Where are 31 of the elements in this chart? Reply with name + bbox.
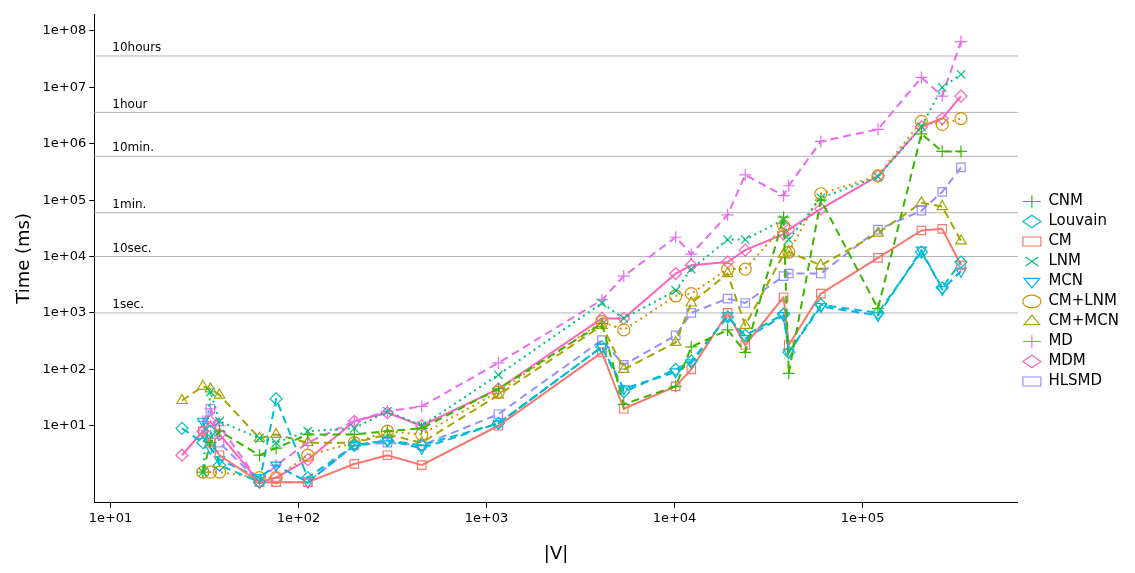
x-tick-label: 1e+03 xyxy=(464,509,509,525)
y-tick-label: 1e+08 xyxy=(42,22,87,38)
ref-line-label: 1min. xyxy=(112,196,147,211)
y-tick-label: 1e+07 xyxy=(42,78,87,94)
ref-line-label: 1hour xyxy=(112,96,148,111)
legend-label: CM xyxy=(1048,231,1072,250)
x-tick-label: 1e+04 xyxy=(652,509,697,525)
ref-line-label: 1sec. xyxy=(112,297,144,312)
y-axis-title: Time (ms) xyxy=(12,213,34,305)
legend-label: HLSMD xyxy=(1048,371,1103,390)
y-tick-label: 1e+06 xyxy=(42,135,87,151)
y-tick-label: 1e+04 xyxy=(42,247,87,263)
legend-label: Louvain xyxy=(1048,211,1107,230)
x-tick-label: 1e+01 xyxy=(88,509,133,525)
x-tick-label: 1e+05 xyxy=(840,509,885,525)
ref-line-label: 10sec. xyxy=(112,240,152,255)
legend-label: LNM xyxy=(1048,251,1081,270)
legend-label: CM+LNM xyxy=(1048,291,1117,310)
legend-label: CNM xyxy=(1048,191,1084,210)
ref-line-label: 10min. xyxy=(112,140,155,155)
legend-label: MD xyxy=(1048,331,1073,350)
legend-label: MCN xyxy=(1048,271,1084,290)
ref-line-label: 10hours xyxy=(112,40,162,55)
x-tick-label: 1e+02 xyxy=(276,509,321,525)
legend-label: CM+MCN xyxy=(1048,311,1119,330)
y-tick-label: 1e+01 xyxy=(42,417,87,433)
y-tick-label: 1e+02 xyxy=(42,360,87,376)
legend-label: MDM xyxy=(1048,351,1086,370)
y-tick-label: 1e+05 xyxy=(42,191,87,207)
x-axis-title: |V| xyxy=(543,541,569,563)
y-tick-label: 1e+03 xyxy=(42,304,87,320)
